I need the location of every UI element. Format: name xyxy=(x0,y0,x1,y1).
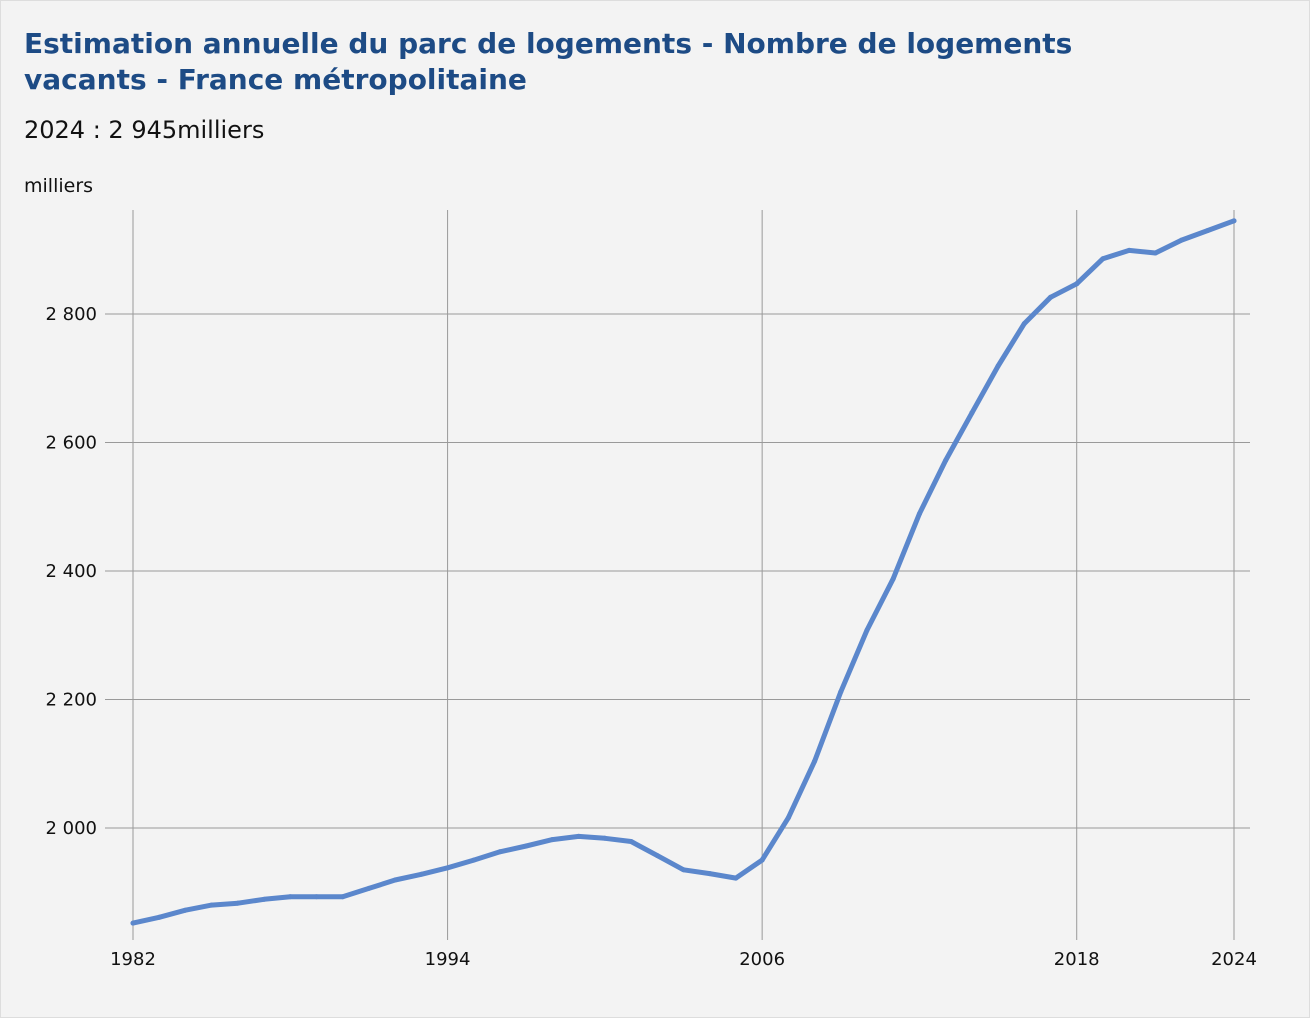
series-line xyxy=(130,218,1237,926)
data-point xyxy=(707,871,713,877)
data-point xyxy=(1179,237,1185,243)
data-point xyxy=(1205,227,1211,233)
data-point xyxy=(314,894,319,900)
data-point xyxy=(209,902,215,908)
data-point xyxy=(1074,281,1080,287)
data-point xyxy=(1231,218,1237,224)
x-tick-label: 2024 xyxy=(1211,949,1257,970)
data-point xyxy=(156,914,162,920)
data-point xyxy=(864,627,870,633)
data-point xyxy=(995,363,1001,369)
y-tick-label: 2 800 xyxy=(45,304,97,325)
data-point xyxy=(812,758,818,764)
y-axis-label: milliers xyxy=(24,175,94,197)
x-tick-label: 1982 xyxy=(110,949,156,970)
data-point xyxy=(366,885,372,891)
data-point xyxy=(838,689,844,695)
data-point xyxy=(969,410,975,416)
chart-title: Estimation annuelle du parc de logements… xyxy=(24,27,1073,96)
data-point xyxy=(261,896,267,902)
y-tick-label: 2 400 xyxy=(45,561,97,582)
x-tick-label: 2006 xyxy=(739,949,785,970)
data-point xyxy=(628,838,634,844)
data-point xyxy=(235,900,241,906)
data-point xyxy=(471,857,477,863)
data-point xyxy=(182,907,188,913)
data-point xyxy=(1152,250,1158,256)
chart-subtitle: 2024 : 2 945milliers xyxy=(24,116,265,144)
data-point xyxy=(1126,247,1132,253)
data-point xyxy=(418,871,424,877)
y-tick-label: 2 600 xyxy=(45,433,97,454)
data-point xyxy=(916,511,922,517)
x-tick-label: 2018 xyxy=(1054,949,1100,970)
data-point xyxy=(681,867,686,873)
data-point xyxy=(654,853,660,859)
x-tick-label: 1994 xyxy=(425,949,471,970)
data-point xyxy=(943,457,949,463)
data-point xyxy=(340,894,346,900)
y-tick-label: 2 000 xyxy=(45,818,97,839)
data-point xyxy=(497,849,503,855)
data-point xyxy=(759,857,765,863)
data-point xyxy=(890,576,896,582)
data-point xyxy=(523,843,529,849)
data-point xyxy=(549,837,555,843)
data-point xyxy=(1021,321,1027,327)
data-point xyxy=(733,875,739,881)
data-point xyxy=(392,877,398,883)
data-point xyxy=(785,815,791,821)
data-point xyxy=(445,865,451,871)
data-point xyxy=(287,894,293,900)
data-point xyxy=(1100,256,1106,262)
y-tick-label: 2 200 xyxy=(45,690,97,711)
data-point xyxy=(576,833,582,839)
data-point xyxy=(1048,294,1053,300)
data-point xyxy=(130,920,136,926)
data-point xyxy=(602,835,608,841)
